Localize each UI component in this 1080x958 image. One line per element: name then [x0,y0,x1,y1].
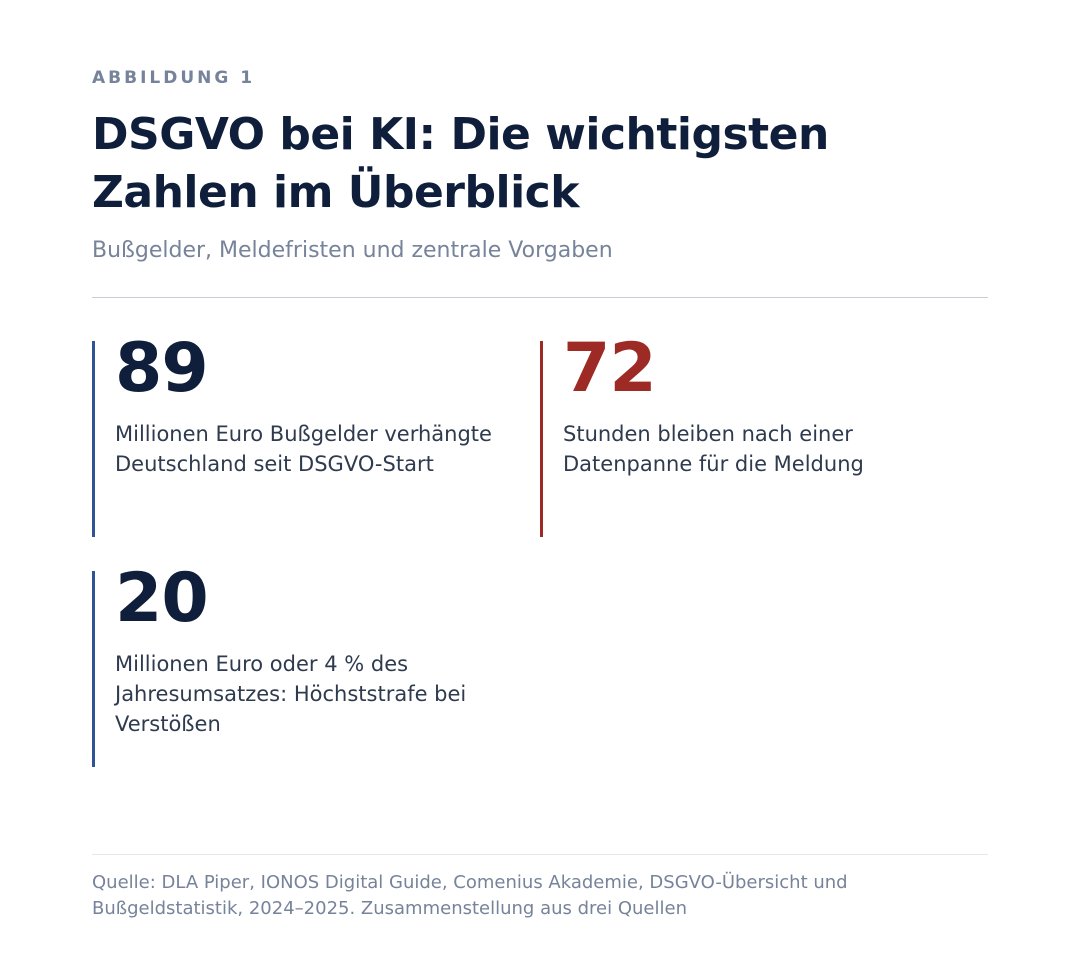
stat-breach-notification: 72 Stunden bleiben nach einer Datenpanne… [540,329,950,537]
footer-divider [92,854,988,855]
stat-value: 72 [563,329,657,408]
stat-description: Stunden bleiben nach einer Datenpanne fü… [563,422,864,476]
stat-description: Millionen Euro Bußgelder verhängte Deuts… [115,422,492,476]
stat-maximum-penalty: 20 Millionen Euro oder 4 % des Jahresums… [92,559,502,767]
header-divider [92,297,988,298]
page-title: DSGVO bei KI: Die wichtigsten Zahlen im … [92,109,829,218]
source-note: Quelle: DLA Piper, IONOS Digital Guide, … [92,872,848,919]
page-subtitle: Bußgelder, Meldefristen und zentrale Vor… [92,238,613,263]
stat-value: 20 [115,559,209,638]
stat-value: 89 [115,329,209,408]
figure-card: ABBILDUNG 1 DSGVO bei KI: Die wichtigste… [92,0,988,958]
stat-fines-germany: 89 Millionen Euro Bußgelder verhängte De… [92,329,502,537]
stat-description: Millionen Euro oder 4 % des Jahresumsatz… [115,652,467,736]
figure-label: ABBILDUNG 1 [92,68,256,88]
